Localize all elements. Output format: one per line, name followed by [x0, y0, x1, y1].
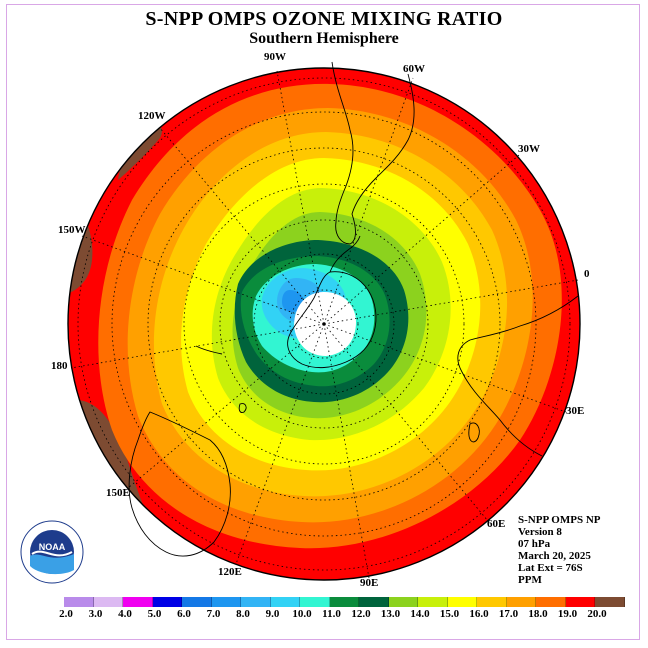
coastlines — [128, 61, 579, 557]
lon-label-0: 0 — [584, 268, 590, 280]
map-title: S-NPP OMPS OZONE MIXING RATIO — [145, 8, 503, 30]
product-info: S-NPP OMPS NP Version 8 07 hPa March 20,… — [518, 514, 601, 586]
latitude-40s — [147, 147, 501, 501]
colorbar-tick-label: 7.0 — [206, 608, 221, 620]
colorbar-tick-label: 11.0 — [322, 608, 341, 620]
colorbar-swatch — [477, 597, 507, 607]
lon-label-90e: 90E — [360, 577, 379, 589]
colorbar-swatch — [270, 597, 300, 607]
colorbar-swatch — [388, 597, 418, 607]
colorbar-tick-label: 6.0 — [177, 608, 191, 620]
colorbar-tick-label: 10.0 — [292, 608, 312, 620]
colorbar-swatch — [300, 597, 330, 607]
lon-label-30w: 30W — [518, 143, 540, 155]
band-6-7 — [282, 290, 304, 312]
colorbar-swatch — [418, 597, 448, 607]
south-america-coast — [331, 61, 415, 245]
graticule — [70, 70, 579, 579]
colorbar-tick-label: 19.0 — [557, 608, 578, 620]
colorbar-labels: 2.0 3.0 4.0 5.0 6.0 7.0 8.0 9.0 10.0 11.0 12.0 13.0… — [0, 608, 648, 622]
info-date: March 20, 2025 — [518, 550, 591, 562]
latitude-20s — [77, 77, 571, 571]
colorbar-swatch — [123, 597, 153, 607]
info-units: PPM — [518, 574, 542, 586]
latitude-80s — [289, 289, 359, 359]
lon-label-60w: 60W — [403, 63, 425, 75]
info-lat-ext: Lat Ext = 76S — [518, 562, 583, 574]
colorbar — [64, 597, 625, 607]
map-subtitle: Southern Hemisphere — [249, 30, 399, 47]
lon-label-150e: 150E — [106, 487, 130, 499]
noaa-logo: NOAA — [20, 520, 84, 584]
logo-text: NOAA — [39, 542, 66, 552]
colorbar-tick-label: 12.0 — [351, 608, 371, 620]
colorbar-tick-label: 9.0 — [265, 608, 280, 620]
colorbar-swatch — [152, 597, 182, 607]
colorbar-swatch — [447, 597, 477, 607]
colorbar-swatch — [565, 597, 595, 607]
africa-coast — [457, 295, 579, 457]
colorbar-tick-label: 3.0 — [88, 608, 103, 620]
lon-label-60e: 60E — [487, 518, 506, 530]
colorbar-tick-label: 15.0 — [439, 608, 460, 620]
colorbar-tick-label: 18.0 — [528, 608, 548, 620]
colorbar-swatch — [506, 597, 536, 607]
colorbar-tick-label: 8.0 — [236, 608, 250, 620]
band-19-20-patch-northwest — [118, 126, 162, 180]
australia-coast — [128, 411, 231, 557]
meridian-150e — [127, 323, 325, 489]
latitude-60s — [219, 219, 429, 429]
new-zealand — [195, 345, 223, 355]
antarctica-coast — [287, 271, 377, 369]
info-version: Version 8 — [518, 526, 562, 538]
colorbar-swatch — [359, 597, 389, 607]
colorbar-swatch — [595, 597, 625, 607]
meridian-60w — [323, 77, 414, 325]
colorbar-swatch — [64, 597, 94, 607]
colorbar-swatch — [241, 597, 271, 607]
colorbar-tick-label: 20.0 — [587, 608, 607, 620]
latitude-30s — [111, 111, 537, 537]
colorbar-swatch — [329, 597, 359, 607]
antarctic-peninsula — [329, 235, 361, 273]
figure-border — [6, 4, 640, 640]
colorbar-tick-label: 13.0 — [380, 608, 401, 620]
colorbar-tick-label: 5.0 — [147, 608, 162, 620]
colorbar-tick-label: 2.0 — [59, 608, 73, 620]
info-pressure: 07 hPa — [518, 538, 551, 550]
colorbar-tick-label: 14.0 — [410, 608, 430, 620]
madagascar — [468, 422, 480, 443]
latitude-70s — [253, 253, 395, 395]
colorbar-tick-label: 4.0 — [118, 608, 132, 620]
lon-label-90w: 90W — [264, 51, 286, 63]
info-instrument: S-NPP OMPS NP — [518, 514, 601, 526]
lon-label-180: 180 — [51, 360, 68, 372]
meridian-120w — [159, 127, 325, 325]
colorbar-swatch — [211, 597, 241, 607]
lon-label-120w: 120W — [138, 110, 166, 122]
lon-label-30e: 30E — [566, 405, 585, 417]
south-pole-marker — [322, 322, 326, 326]
colorbar-swatch — [182, 597, 212, 607]
latitude-50s — [183, 183, 465, 465]
lon-label-150w: 150W — [58, 224, 86, 236]
tasmania — [238, 403, 247, 413]
lon-label-120e: 120E — [218, 566, 242, 578]
colorbar-tick-label: 17.0 — [498, 608, 519, 620]
colorbar-swatch — [536, 597, 566, 607]
colorbar-swatch — [93, 597, 123, 607]
colorbar-tick-label: 16.0 — [469, 608, 489, 620]
ozone-contour-field — [68, 68, 580, 580]
map-boundary — [67, 67, 581, 581]
